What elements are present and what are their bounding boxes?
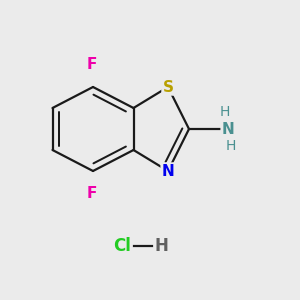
Text: F: F	[86, 186, 97, 201]
Text: H: H	[220, 106, 230, 119]
Text: H: H	[226, 139, 236, 152]
Text: N: N	[222, 122, 234, 136]
Text: H: H	[154, 237, 168, 255]
Text: Cl: Cl	[112, 237, 130, 255]
Text: S: S	[163, 80, 173, 94]
Text: F: F	[86, 57, 97, 72]
Text: N: N	[162, 164, 174, 178]
